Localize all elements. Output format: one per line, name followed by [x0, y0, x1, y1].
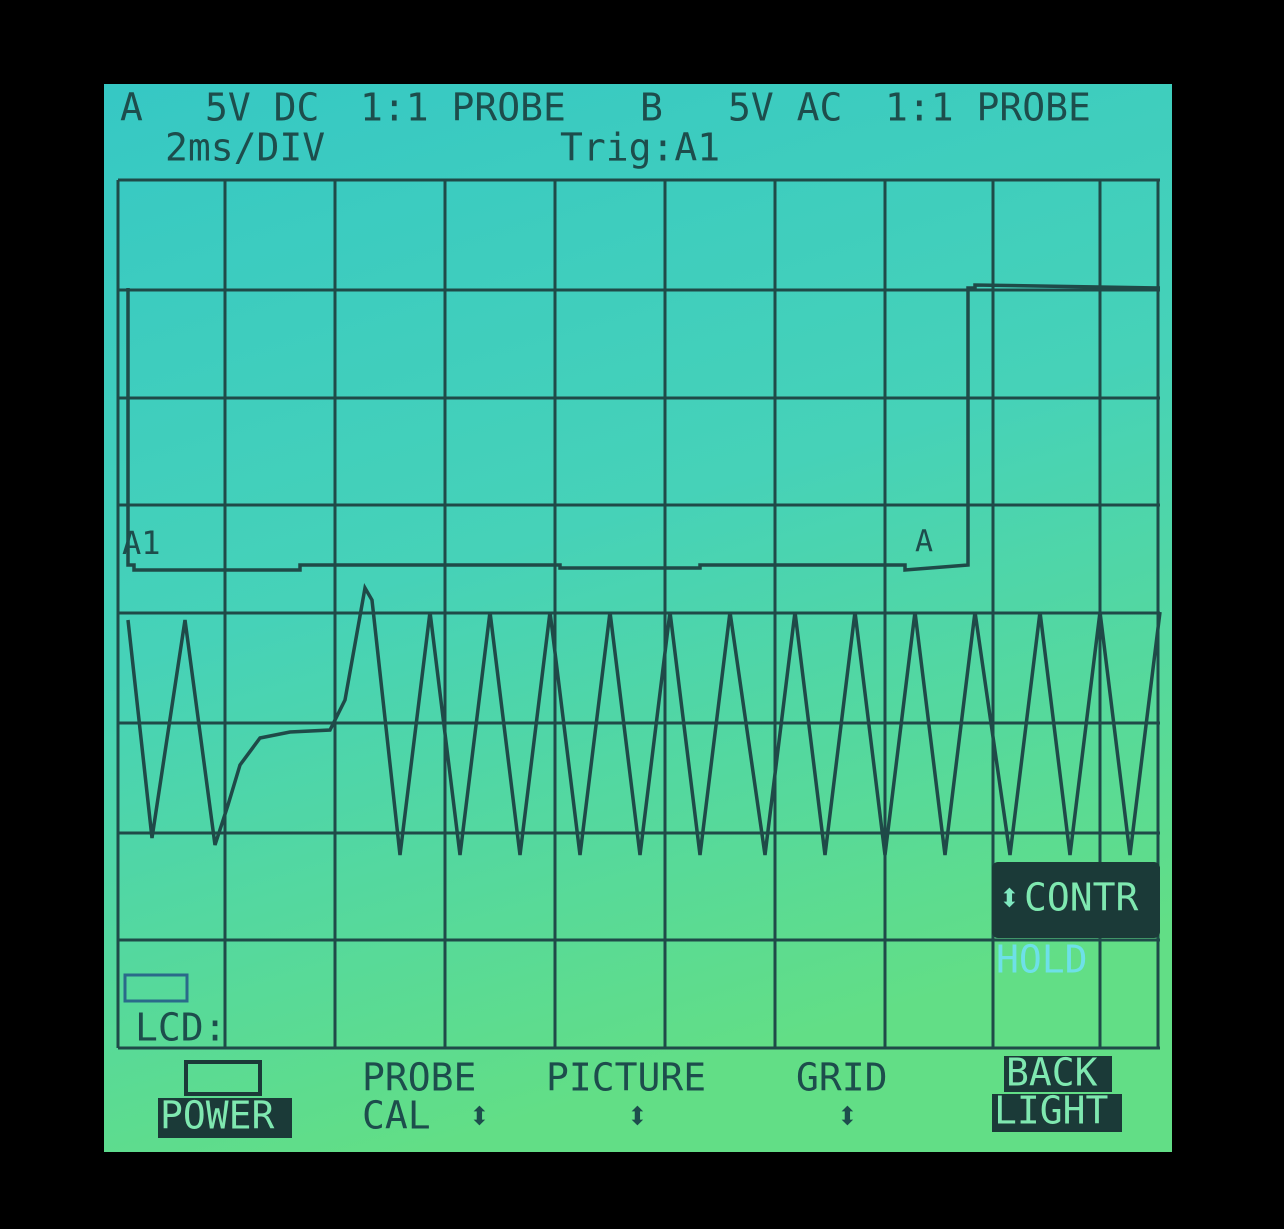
backlight-2[interactable]: LIGHT — [994, 1089, 1108, 1133]
timebase: 2ms/DIV — [165, 126, 325, 170]
a-range: 5V DC — [205, 86, 319, 130]
power[interactable]: POWER — [160, 1094, 275, 1138]
lcd-panel — [104, 84, 1172, 1152]
probe-cal-2[interactable]: CAL — [362, 1094, 431, 1138]
lcd-label: LCD: — [135, 1006, 227, 1050]
grid-arrows: ⬍ — [836, 1094, 859, 1138]
contrast-arrows: ⬍ — [998, 876, 1021, 920]
channel-a: A — [120, 86, 143, 130]
b-probe: 1:1 PROBE — [885, 86, 1091, 130]
contrast[interactable]: CONTR — [1024, 876, 1139, 920]
b-range: 5V AC — [728, 86, 842, 130]
hold[interactable]: HOLD — [996, 938, 1088, 982]
trace-a-marker: A1 — [122, 524, 161, 562]
trigger-marker: A — [915, 525, 933, 560]
channel-b: B — [640, 86, 663, 130]
probe-cal-arrows: ⬍ — [468, 1094, 491, 1138]
a-probe: 1:1 PROBE — [360, 86, 566, 130]
picture-arrows: ⬍ — [626, 1094, 649, 1138]
oscilloscope-screen: A 5V DC 1:1 PROBE B 5V AC 1:1 PROBE 2ms/… — [0, 0, 1284, 1229]
trigger: Trig:A1 — [560, 126, 720, 170]
